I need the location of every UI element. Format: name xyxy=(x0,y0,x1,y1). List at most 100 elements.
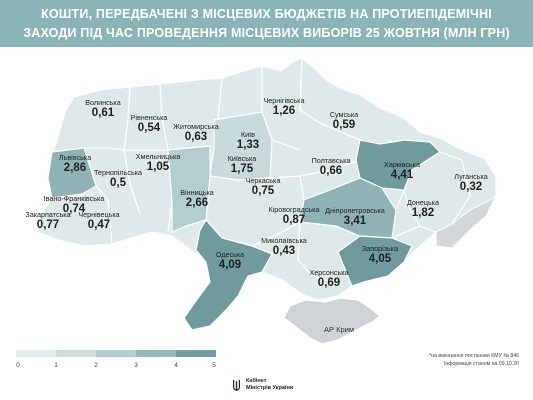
region-label-poltavska: Полтавська 0,66 xyxy=(306,156,356,178)
region-value: 3,41 xyxy=(343,215,367,227)
crimea-label: АР Крим xyxy=(324,325,354,334)
legend-gradient xyxy=(16,350,216,357)
region-name: Одеська xyxy=(215,250,245,259)
region-value: 0,32 xyxy=(459,181,483,193)
region-name: Кіровоградська xyxy=(268,205,320,214)
region-label-odeska: Одеська 4,09 xyxy=(210,250,250,272)
region-label-ivano-frankivska: Івано-Франківська 0,74 xyxy=(42,194,106,216)
region-name: Івано-Франківська xyxy=(43,194,105,203)
region-value: 1,75 xyxy=(230,163,254,175)
title-banner: КОШТИ, ПЕРЕДБАЧЕНІ З МІСЦЕВИХ БЮДЖЕТІВ Н… xyxy=(0,0,533,47)
region-value: 0,63 xyxy=(184,131,208,143)
region-name: Львівська xyxy=(58,153,92,162)
region-name: Донецька xyxy=(406,198,440,207)
trident-icon xyxy=(233,379,240,391)
region-label-kyiv: Київ 1,33 xyxy=(230,130,266,152)
region-name: Київ xyxy=(240,130,256,139)
legend-tick: 0 xyxy=(16,362,20,369)
region-vinnytska-shape xyxy=(167,145,211,233)
region-name: Сумська xyxy=(329,110,359,119)
region-odeska-shape xyxy=(183,218,273,331)
region-value: 2,66 xyxy=(185,197,209,209)
title-line-2: ЗАХОДИ ПІД ЧАС ПРОВЕДЕННЯ МІСЦЕВИХ ВИБОР… xyxy=(23,26,510,40)
region-name: Харківська xyxy=(384,160,420,169)
crimea-shape xyxy=(283,297,381,345)
region-label-kharkivska: Харківська 4,41 xyxy=(376,160,428,182)
region-value: 0,69 xyxy=(317,277,341,289)
region-label-cherkaska: Черкаська 0,75 xyxy=(238,176,288,198)
occupied-area-east xyxy=(435,194,498,249)
region-value: 1,33 xyxy=(236,139,260,151)
region-label-zaporizka: Запорізька 4,05 xyxy=(356,244,404,266)
page-title: КОШТИ, ПЕРЕДБАЧЕНІ З МІСЦЕВИХ БЮДЖЕТІВ Н… xyxy=(0,5,533,43)
footnote-line-1: *на виконання постанови КМУ № 846 xyxy=(429,353,519,359)
region-label-dnipropetrovska: Дніпропетровська 3,41 xyxy=(322,206,388,228)
region-value: 1,26 xyxy=(272,105,296,117)
region-value: 4,05 xyxy=(368,253,392,265)
region-value: 0,66 xyxy=(319,165,343,177)
region-label-ternopilska: Тернопільська 0,5 xyxy=(90,168,146,190)
region-name: Чернівецька xyxy=(78,210,120,219)
region-name: Волинська xyxy=(85,98,121,107)
region-label-kyivska: Київська 1,75 xyxy=(222,154,262,176)
region-value: 0,59 xyxy=(332,119,356,131)
logo-text: Кабінет Міністрів України xyxy=(246,378,293,392)
legend-tick: 3 xyxy=(134,362,138,369)
region-name: Херсонська xyxy=(309,268,349,277)
region-kyivska-shape xyxy=(209,111,273,181)
region-label-mykolaivska: Миколаївська 0,43 xyxy=(256,236,312,258)
region-value: 1,82 xyxy=(411,207,435,219)
region-name: Чернігівська xyxy=(263,96,305,105)
region-value: 0,75 xyxy=(251,185,275,197)
region-value: 1,05 xyxy=(146,161,170,173)
region-name: Рівненська xyxy=(130,113,168,122)
region-label-zhytomyrska: Житомирська 0,63 xyxy=(168,122,224,144)
region-name: Київська xyxy=(227,154,257,163)
region-label-volynska: Волинська 0,61 xyxy=(78,98,128,120)
legend-tick: 1 xyxy=(54,362,58,369)
region-name: Луганська xyxy=(454,172,488,181)
footnote-line-2: Інформація станом на 09.10.20 xyxy=(443,361,519,367)
cabinet-logo: Кабінет Міністрів України xyxy=(232,378,293,392)
region-value: 4,09 xyxy=(218,259,242,271)
region-label-sumska: Сумська 0,59 xyxy=(322,110,366,132)
region-name: Полтавська xyxy=(311,156,351,165)
region-value: 2,86 xyxy=(63,162,87,174)
logo-line-2: Міністрів України xyxy=(246,385,294,391)
region-name: Житомирська xyxy=(173,122,219,131)
region-label-luhanska: Луганська 0,32 xyxy=(446,172,496,194)
region-lvivska-shape xyxy=(47,147,97,199)
footnote: *на виконання постанови КМУ № 846 Інформ… xyxy=(429,352,519,368)
legend-tick: 2 xyxy=(94,362,98,369)
logo-line-1: Кабінет xyxy=(246,378,267,384)
legend-tick: 5 xyxy=(212,362,216,369)
region-label-khersonska: Херсонська 0,69 xyxy=(304,268,354,290)
region-label-donetska: Донецька 1,82 xyxy=(400,198,446,220)
ukraine-map xyxy=(37,57,498,345)
region-label-kirovohradska: Кіровоградська 0,87 xyxy=(264,205,324,227)
region-value: 0,77 xyxy=(36,219,60,231)
region-name: Миколаївська xyxy=(261,236,307,245)
region-name: Тернопільська xyxy=(93,168,142,177)
region-value: 0,5 xyxy=(110,177,126,189)
region-value: 4,41 xyxy=(390,169,414,181)
region-name: Дніпропетровська xyxy=(325,206,385,215)
region-label-chernihivska: Чернігівська 1,26 xyxy=(256,96,312,118)
region-label-rivnenska: Рівненська 0,54 xyxy=(124,113,174,135)
region-zaporizka-shape xyxy=(337,235,413,287)
region-value: 0,61 xyxy=(91,107,115,119)
region-label-zakarpatska: Закарпатська 0,77 xyxy=(22,210,74,232)
region-label-chernivetska: Чернівецька 0,47 xyxy=(74,210,124,232)
region-label-vinnytska: Вінницька 2,66 xyxy=(172,188,222,210)
region-dnipropetrovska-shape xyxy=(299,177,397,239)
region-label-khmelnytska: Хмельницька 1,05 xyxy=(130,152,186,174)
region-value: 0,54 xyxy=(137,122,161,134)
region-value: 0,87 xyxy=(282,214,306,226)
region-name: Закарпатська xyxy=(25,210,71,219)
region-label-lvivska: Львівська 2,86 xyxy=(50,153,100,175)
region-value: 0,47 xyxy=(87,219,111,231)
region-name: Запорізька xyxy=(361,244,399,253)
region-name: Вінницька xyxy=(180,188,214,197)
region-name: Черкаська xyxy=(245,176,281,185)
legend-tick: 4 xyxy=(174,362,178,369)
